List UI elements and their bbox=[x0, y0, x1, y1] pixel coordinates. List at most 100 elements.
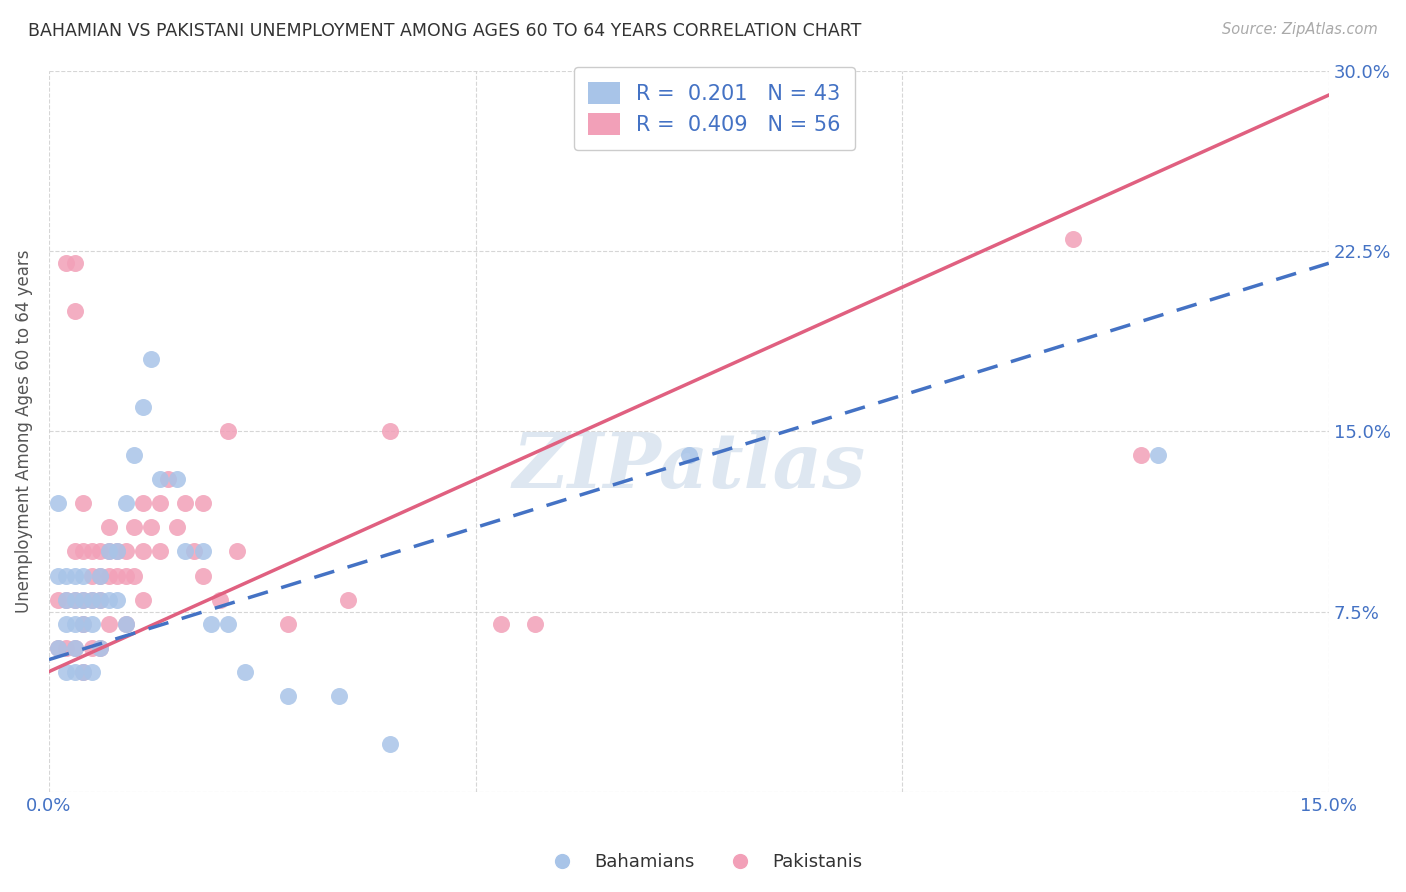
Point bbox=[217, 425, 239, 439]
Point bbox=[191, 568, 214, 582]
Point bbox=[63, 592, 86, 607]
Point bbox=[97, 592, 120, 607]
Point bbox=[105, 592, 128, 607]
Point bbox=[678, 449, 700, 463]
Point bbox=[97, 616, 120, 631]
Point bbox=[149, 496, 172, 510]
Point bbox=[55, 592, 77, 607]
Point bbox=[89, 544, 111, 558]
Text: ZIPatlas: ZIPatlas bbox=[512, 431, 866, 504]
Point bbox=[225, 544, 247, 558]
Point bbox=[157, 472, 180, 486]
Point bbox=[55, 640, 77, 655]
Point bbox=[55, 592, 77, 607]
Point bbox=[200, 616, 222, 631]
Point bbox=[141, 520, 163, 534]
Point bbox=[114, 568, 136, 582]
Point bbox=[63, 640, 86, 655]
Point bbox=[1130, 449, 1153, 463]
Point bbox=[97, 544, 120, 558]
Point bbox=[55, 665, 77, 679]
Point bbox=[63, 568, 86, 582]
Point bbox=[80, 592, 103, 607]
Point bbox=[89, 592, 111, 607]
Point bbox=[63, 544, 86, 558]
Point bbox=[114, 496, 136, 510]
Point bbox=[114, 544, 136, 558]
Point bbox=[1147, 449, 1170, 463]
Point bbox=[72, 568, 94, 582]
Point bbox=[80, 665, 103, 679]
Point bbox=[277, 689, 299, 703]
Point bbox=[80, 616, 103, 631]
Point bbox=[89, 592, 111, 607]
Text: Source: ZipAtlas.com: Source: ZipAtlas.com bbox=[1222, 22, 1378, 37]
Point bbox=[97, 544, 120, 558]
Point bbox=[72, 665, 94, 679]
Point bbox=[72, 592, 94, 607]
Point bbox=[114, 616, 136, 631]
Point bbox=[489, 616, 512, 631]
Point bbox=[124, 568, 146, 582]
Point bbox=[380, 425, 402, 439]
Point bbox=[124, 520, 146, 534]
Point bbox=[80, 568, 103, 582]
Point bbox=[46, 496, 69, 510]
Point bbox=[89, 568, 111, 582]
Point bbox=[72, 616, 94, 631]
Point bbox=[191, 496, 214, 510]
Point bbox=[105, 568, 128, 582]
Point bbox=[149, 472, 172, 486]
Point bbox=[55, 256, 77, 270]
Point bbox=[380, 737, 402, 751]
Point bbox=[55, 616, 77, 631]
Point bbox=[55, 568, 77, 582]
Legend: Bahamians, Pakistanis: Bahamians, Pakistanis bbox=[537, 847, 869, 879]
Point bbox=[141, 352, 163, 367]
Point bbox=[105, 544, 128, 558]
Point bbox=[174, 496, 197, 510]
Point bbox=[132, 592, 155, 607]
Point bbox=[191, 544, 214, 558]
Point bbox=[89, 568, 111, 582]
Point bbox=[72, 544, 94, 558]
Point bbox=[63, 640, 86, 655]
Point bbox=[72, 616, 94, 631]
Y-axis label: Unemployment Among Ages 60 to 64 years: Unemployment Among Ages 60 to 64 years bbox=[15, 250, 32, 613]
Point bbox=[63, 592, 86, 607]
Point bbox=[166, 520, 188, 534]
Point bbox=[183, 544, 205, 558]
Point bbox=[336, 592, 359, 607]
Point bbox=[63, 665, 86, 679]
Point bbox=[46, 592, 69, 607]
Point bbox=[132, 401, 155, 415]
Point bbox=[63, 616, 86, 631]
Point bbox=[89, 640, 111, 655]
Point bbox=[174, 544, 197, 558]
Point bbox=[97, 568, 120, 582]
Point bbox=[63, 304, 86, 318]
Point bbox=[89, 640, 111, 655]
Point bbox=[46, 640, 69, 655]
Point bbox=[132, 496, 155, 510]
Point bbox=[80, 544, 103, 558]
Point bbox=[80, 640, 103, 655]
Point bbox=[63, 256, 86, 270]
Point bbox=[277, 616, 299, 631]
Legend: R =  0.201   N = 43, R =  0.409   N = 56: R = 0.201 N = 43, R = 0.409 N = 56 bbox=[574, 67, 855, 150]
Point bbox=[72, 496, 94, 510]
Point bbox=[80, 592, 103, 607]
Point bbox=[149, 544, 172, 558]
Point bbox=[166, 472, 188, 486]
Point bbox=[233, 665, 256, 679]
Text: BAHAMIAN VS PAKISTANI UNEMPLOYMENT AMONG AGES 60 TO 64 YEARS CORRELATION CHART: BAHAMIAN VS PAKISTANI UNEMPLOYMENT AMONG… bbox=[28, 22, 862, 40]
Point bbox=[524, 616, 547, 631]
Point bbox=[328, 689, 350, 703]
Point bbox=[46, 640, 69, 655]
Point bbox=[46, 568, 69, 582]
Point bbox=[217, 616, 239, 631]
Point bbox=[124, 449, 146, 463]
Point bbox=[97, 520, 120, 534]
Point bbox=[72, 665, 94, 679]
Point bbox=[72, 592, 94, 607]
